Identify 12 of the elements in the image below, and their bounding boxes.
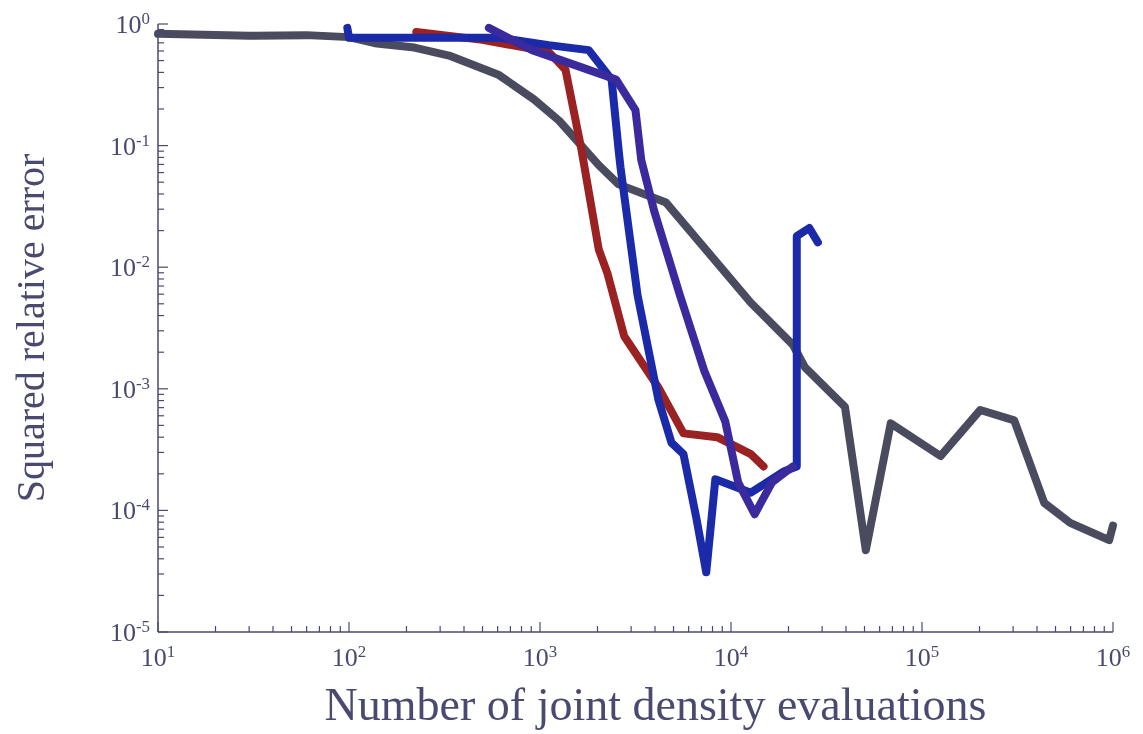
x-tick-label: 10$^{3}$: [522, 641, 558, 672]
y-tick-label: 10$^{-1}$: [109, 130, 150, 161]
x-tick-label: 10$^{5}$: [904, 641, 940, 672]
y-tick-label: 10$^{0}$: [115, 8, 150, 39]
x-tick-label: 10$^{6}$: [1095, 641, 1131, 672]
y-tick-label: 10$^{-3}$: [109, 373, 150, 404]
x-tick-label: 10$^{4}$: [713, 641, 749, 672]
x-axis-title: Number of joint density evaluations: [324, 679, 987, 730]
x-tick-label: 10$^{2}$: [331, 641, 367, 672]
y-tick-label: 10$^{-2}$: [109, 251, 150, 283]
y-axis-title: Squared relative error: [8, 153, 53, 503]
y-tick-label: 10$^{-4}$: [109, 494, 151, 526]
